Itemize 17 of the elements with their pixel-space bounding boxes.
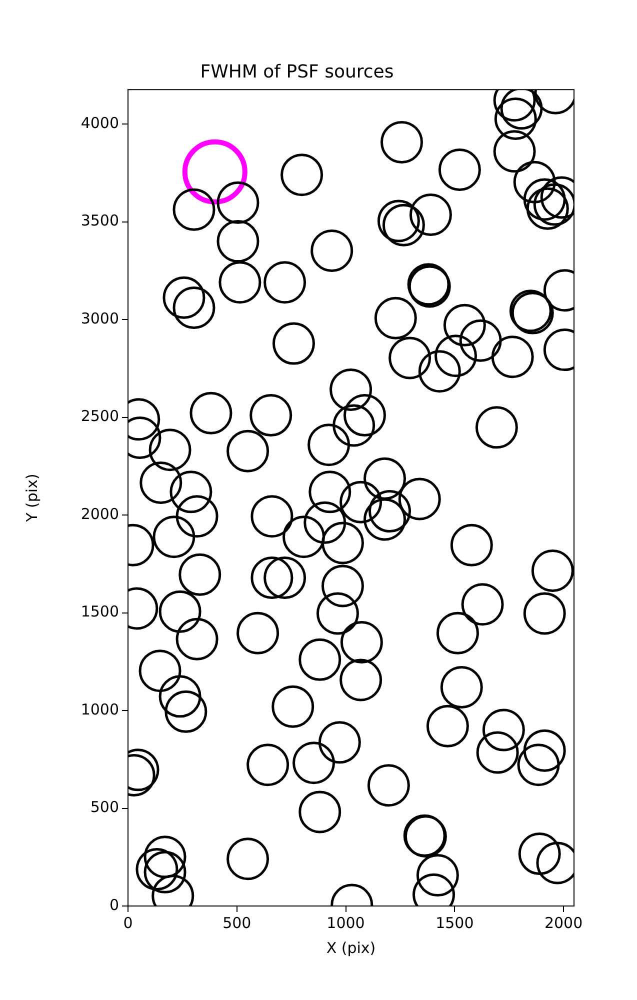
x-tick-label: 2000 — [544, 914, 583, 932]
y-tick-label: 3500 — [80, 212, 119, 230]
y-tick-label: 1000 — [80, 700, 119, 718]
y-tick-label: 3000 — [80, 309, 119, 328]
y-tick-label: 500 — [90, 798, 119, 816]
y-tick-label: 0 — [109, 896, 119, 914]
y-tick-label: 4000 — [80, 114, 119, 132]
x-tick-label: 1500 — [436, 914, 474, 932]
x-tick-label: 500 — [222, 914, 252, 932]
y-tick-label: 2500 — [80, 407, 119, 426]
x-tick-label: 1000 — [326, 914, 365, 932]
chart-title: FWHM of PSF sources — [200, 61, 394, 82]
y-tick-label: 1500 — [80, 602, 119, 621]
y-tick-label: 2000 — [80, 504, 119, 523]
x-tick-label: 0 — [123, 914, 133, 932]
x-axis-title: X (pix) — [326, 938, 376, 957]
y-axis-title: Y (pix) — [22, 474, 41, 523]
